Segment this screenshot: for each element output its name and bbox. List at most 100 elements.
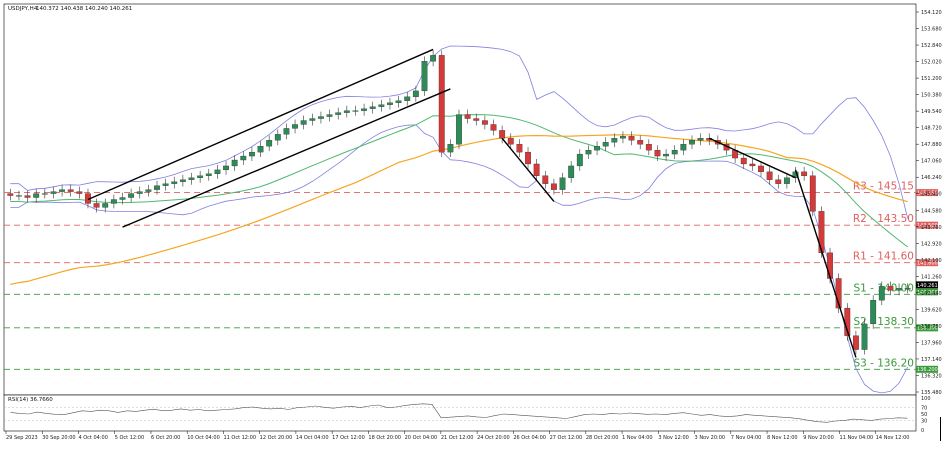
candle-body — [421, 61, 428, 92]
price-tick-label: 142.100 — [921, 258, 942, 264]
candle-body — [395, 100, 402, 103]
rsi-tick-label: 50 — [921, 412, 927, 418]
candle-body — [551, 183, 557, 190]
rsi-tick-label: 0 — [921, 428, 924, 434]
level-label-s3: S3 - 136.20 — [853, 357, 914, 369]
candle-body — [576, 153, 583, 167]
candle-body — [447, 144, 454, 153]
current-price-tag — [916, 281, 938, 289]
time-tick-label: 12 Oct 20:00 — [260, 435, 293, 441]
candle-body — [343, 110, 350, 113]
time-tick-label: 18 Oct 20:00 — [368, 435, 401, 441]
time-tick-label: 26 Oct 04:00 — [513, 435, 546, 441]
candle-body — [464, 114, 471, 119]
time-tick-label: 3 Nov 20:00 — [695, 435, 726, 441]
price-tick-label: 138.780 — [921, 324, 942, 330]
time-tick-label: 17 Oct 12:00 — [332, 435, 365, 441]
price-tick-label: 135.480 — [921, 390, 942, 396]
candle-body — [59, 189, 65, 192]
candle-body — [369, 106, 376, 109]
time-tick-label: 28 Oct 20:00 — [586, 435, 619, 441]
candle-body — [110, 199, 117, 204]
candle-body — [197, 175, 204, 178]
candle-body — [758, 165, 764, 173]
main-plot-frame — [3, 3, 917, 396]
candle-body — [179, 179, 186, 182]
time-tick-label: 27 Oct 12:00 — [550, 435, 583, 441]
candle-body — [102, 203, 109, 208]
level-tag-text-r2: 143.500 — [917, 223, 938, 229]
rsi-label: RSI(14) 36.7660 — [8, 397, 53, 403]
candle-body — [456, 114, 462, 145]
candle-body — [335, 112, 342, 115]
candle-body — [783, 177, 790, 184]
price-tick-label: 142.920 — [921, 241, 942, 247]
trendline-channel-upper — [87, 48, 434, 201]
candle-body — [136, 191, 143, 194]
candle-body — [257, 146, 264, 153]
bollinger-upper-line — [10, 45, 909, 219]
time-tick-label: 7 Nov 04:00 — [731, 435, 762, 441]
candle-body — [326, 114, 333, 117]
time-tick-label: 1 Nov 04:00 — [622, 435, 653, 441]
level-tag-s3 — [916, 365, 938, 373]
candle-body — [904, 288, 911, 290]
candle-body — [499, 130, 506, 139]
rsi-tick-label: 100 — [921, 396, 931, 402]
candle-body — [119, 197, 126, 200]
time-tick-label: 24 Oct 20:00 — [477, 435, 510, 441]
time-axis: 29 Sep 2023 30 Sep 20:00 4 Oct 04:00 5 Oct … — [5, 431, 910, 441]
candle-body — [16, 195, 22, 197]
time-tick-label: 11 Oct 12:00 — [223, 435, 256, 441]
candle-body — [249, 151, 255, 157]
current-price-text-2: 140.000 — [917, 290, 938, 296]
candle-body — [274, 134, 281, 141]
candle-body — [525, 151, 531, 165]
price-tick-label: 144.580 — [921, 208, 942, 214]
time-tick-label: 20 Oct 04:00 — [405, 435, 438, 441]
chart-header-ohlc: 140.372 140.438 140.240 140.261 — [36, 6, 132, 12]
time-tick-label: 21 Oct 12:00 — [441, 435, 474, 441]
price-tick-label: 152.020 — [921, 60, 942, 66]
candle-body — [205, 173, 212, 176]
time-tick-label: 14 Nov 12:00 — [876, 435, 910, 441]
level-label-s2: S2 - 138.30 — [853, 316, 914, 328]
trendline-correction-down — [501, 137, 555, 202]
time-tick-label: 9 Nov 20:00 — [803, 435, 834, 441]
candle-body — [292, 124, 298, 129]
candle-body — [283, 128, 290, 135]
candle-body — [853, 335, 859, 350]
candle-body — [309, 118, 316, 121]
candle-body — [818, 211, 825, 253]
candle-body — [490, 124, 497, 131]
candle-body — [645, 144, 652, 151]
level-tag-r3 — [916, 189, 938, 197]
candle-body — [33, 193, 40, 198]
candle-body — [162, 183, 169, 186]
candle-body — [378, 104, 385, 107]
time-tick-label: 5 Oct 12:00 — [115, 435, 144, 441]
candle-body — [223, 165, 229, 171]
level-tag-s2 — [916, 324, 938, 332]
level-tag-text-s2: 138.300 — [917, 326, 938, 332]
candle-body — [404, 96, 411, 101]
candle-body — [300, 120, 307, 125]
trendline-sell-off — [794, 169, 857, 358]
rsi-tick-label: 70 — [921, 406, 927, 412]
price-tick-label: 148.720 — [921, 126, 942, 132]
candle-body — [620, 136, 626, 139]
price-tick-label: 154.120 — [921, 10, 942, 16]
price-tick-label: 150.380 — [921, 93, 942, 99]
price-tick-label: 141.260 — [921, 274, 942, 280]
time-tick-label: 30 Sep 20:00 — [42, 435, 75, 441]
candle-body — [689, 140, 695, 145]
time-tick-label: 29 Sep 2023 — [6, 435, 38, 441]
candle-body — [671, 149, 678, 155]
candle-body — [361, 108, 367, 111]
candle-body — [24, 195, 31, 198]
price-tick-label: 140.440 — [921, 291, 942, 297]
candle-body — [473, 118, 480, 121]
candle-body — [67, 189, 74, 192]
chart-header-symbol: USDJPY,H4 — [8, 6, 38, 12]
